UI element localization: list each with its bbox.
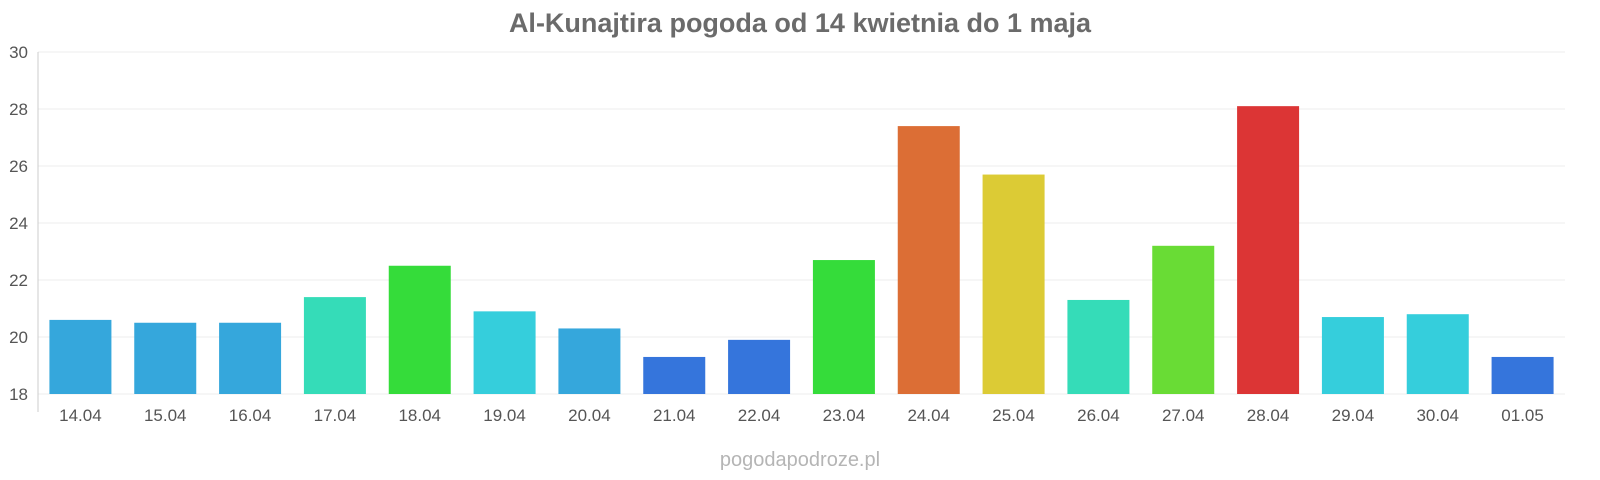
bar (728, 339, 791, 394)
bar (897, 126, 960, 394)
bar (388, 265, 451, 394)
y-axis-ticks: 18 20 22 24 26 28 30 (9, 43, 28, 404)
x-tick-label: 16.04 (229, 406, 272, 425)
bar (1237, 106, 1300, 395)
bar (303, 297, 366, 394)
x-tick-label: 18.04 (398, 406, 441, 425)
bar (49, 319, 112, 394)
x-tick-label: 15.04 (144, 406, 187, 425)
x-tick-label: 19.04 (483, 406, 526, 425)
bar (982, 174, 1045, 394)
x-tick-label: 29.04 (1332, 406, 1375, 425)
bar (1321, 317, 1384, 394)
x-tick-label: 21.04 (653, 406, 696, 425)
bars (49, 106, 1554, 395)
x-tick-label: 17.04 (314, 406, 357, 425)
y-tick-label: 18 (9, 385, 28, 404)
bar (1067, 299, 1130, 394)
x-tick-label: 01.05 (1501, 406, 1544, 425)
bar (219, 322, 282, 394)
x-tick-label: 27.04 (1162, 406, 1205, 425)
x-tick-label: 25.04 (992, 406, 1035, 425)
bar (643, 356, 706, 394)
source-credit: pogodapodroze.pl (720, 449, 880, 471)
x-tick-label: 26.04 (1077, 406, 1120, 425)
x-tick-label: 14.04 (59, 406, 102, 425)
y-tick-label: 20 (9, 328, 28, 347)
bar (812, 260, 875, 394)
x-axis-ticks: 14.04 15.04 16.04 17.04 18.04 19.04 20.04 21.04… (59, 406, 1544, 425)
y-tick-label: 24 (9, 214, 28, 233)
x-tick-label: 28.04 (1247, 406, 1290, 425)
x-tick-label: 22.04 (738, 406, 781, 425)
bar (134, 322, 197, 394)
bar (1406, 314, 1469, 394)
chart-title: Al-Kunajtira pogoda od 14 kwietnia do 1 … (509, 8, 1092, 38)
bar (558, 328, 621, 394)
y-tick-label: 26 (9, 157, 28, 176)
y-tick-label: 30 (9, 43, 28, 62)
x-tick-label: 24.04 (907, 406, 950, 425)
y-tick-label: 28 (9, 100, 28, 119)
y-tick-label: 22 (9, 271, 28, 290)
bar (1491, 356, 1554, 394)
x-tick-label: 23.04 (823, 406, 866, 425)
x-tick-label: 20.04 (568, 406, 611, 425)
grid-lines (38, 51, 1565, 395)
bar (1152, 245, 1215, 394)
bar (473, 311, 536, 394)
x-tick-label: 30.04 (1416, 406, 1459, 425)
